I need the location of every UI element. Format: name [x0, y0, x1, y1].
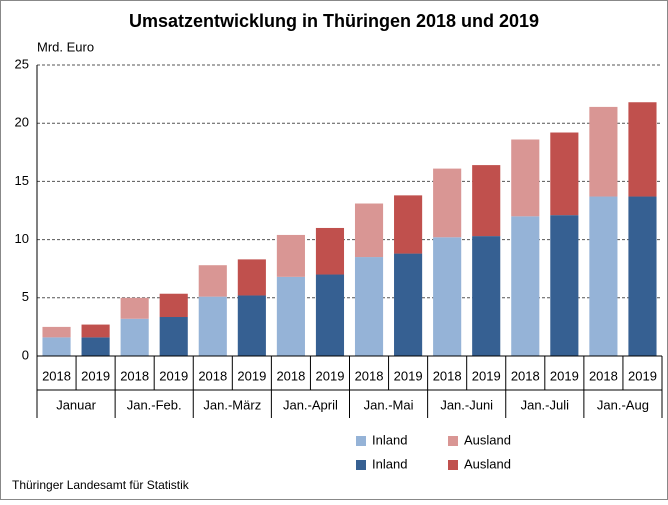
x-group-label: Jan.-Juni: [440, 397, 493, 412]
y-tick-label: 0: [22, 347, 29, 362]
bar-segment: [276, 234, 305, 277]
legend-swatch: [356, 436, 366, 446]
bar-segment: [237, 259, 266, 296]
bar-segment: [354, 203, 384, 258]
y-tick-label: 15: [15, 173, 29, 188]
bar-segment: [81, 324, 110, 338]
x-group-label: Jan.-Feb.: [127, 397, 182, 412]
x-tick-label: 2019: [628, 368, 657, 383]
bar-segment: [550, 132, 579, 216]
bar-segment: [433, 168, 462, 238]
legend-label: Inland: [372, 456, 407, 471]
bar-segment: [42, 326, 71, 338]
legend-label: Ausland: [464, 456, 511, 471]
bar-segment: [120, 297, 149, 319]
bar-segment: [472, 236, 501, 356]
bar-segment: [472, 165, 501, 237]
y-tick-label: 20: [15, 115, 29, 130]
bar-segment: [198, 265, 227, 297]
bar-segment: [237, 295, 266, 356]
source: Thüringer Landesamt für Statistik: [12, 478, 190, 492]
bar-segment: [394, 195, 423, 254]
x-tick-label: 2019: [159, 368, 188, 383]
x-tick-label: 2018: [589, 368, 618, 383]
bar-segment: [589, 106, 618, 197]
x-tick-label: 2018: [433, 368, 462, 383]
x-tick-label: 2018: [511, 368, 540, 383]
x-tick-label: 2018: [42, 368, 71, 383]
x-group-label: Januar: [56, 397, 96, 412]
bar-segment: [81, 337, 110, 356]
x-tick-label: 2018: [276, 368, 305, 383]
x-tick-label: 2019: [237, 368, 266, 383]
bar-segment: [159, 293, 188, 318]
x-tick-label: 2019: [550, 368, 579, 383]
bar-segment: [511, 139, 540, 217]
x-group-label: Jan.-Aug: [597, 397, 649, 412]
legend-label: Inland: [372, 432, 407, 447]
bar-segment: [276, 276, 305, 356]
y-axis-label: Mrd. Euro: [37, 39, 94, 54]
bar-segment: [315, 227, 345, 275]
x-tick-label: 2019: [81, 368, 110, 383]
legend-swatch: [356, 460, 366, 470]
legend-swatch: [448, 460, 458, 470]
y-tick-label: 10: [15, 231, 29, 246]
chart-title: Umsatzentwicklung in Thüringen 2018 und …: [129, 11, 539, 31]
legend-label: Ausland: [464, 432, 511, 447]
bar-segment: [433, 237, 462, 356]
x-tick-label: 2018: [120, 368, 149, 383]
x-tick-label: 2018: [355, 368, 384, 383]
x-tick-label: 2018: [198, 368, 227, 383]
bar-segment: [511, 216, 540, 356]
bar-segment: [589, 196, 618, 356]
x-group-label: Jan.-Juli: [521, 397, 570, 412]
bar-segment: [394, 253, 423, 356]
bar-segment: [354, 257, 384, 356]
x-tick-label: 2019: [472, 368, 501, 383]
bar-segment: [550, 215, 579, 356]
bar-segment: [159, 317, 188, 356]
legend-swatch: [448, 436, 458, 446]
y-tick-label: 25: [15, 56, 29, 71]
bar-segment: [628, 102, 657, 197]
bar-segment: [120, 318, 149, 356]
bar-segment: [198, 296, 227, 356]
bar-segment: [628, 196, 657, 356]
bar-segment: [315, 274, 345, 356]
x-group-label: Jan.-Mai: [364, 397, 414, 412]
x-tick-label: 2019: [316, 368, 345, 383]
x-tick-label: 2019: [394, 368, 423, 383]
x-group-label: Jan.-April: [283, 397, 338, 412]
bar-segment: [42, 337, 71, 356]
y-tick-label: 5: [22, 289, 29, 304]
x-group-label: Jan.-März: [203, 397, 261, 412]
